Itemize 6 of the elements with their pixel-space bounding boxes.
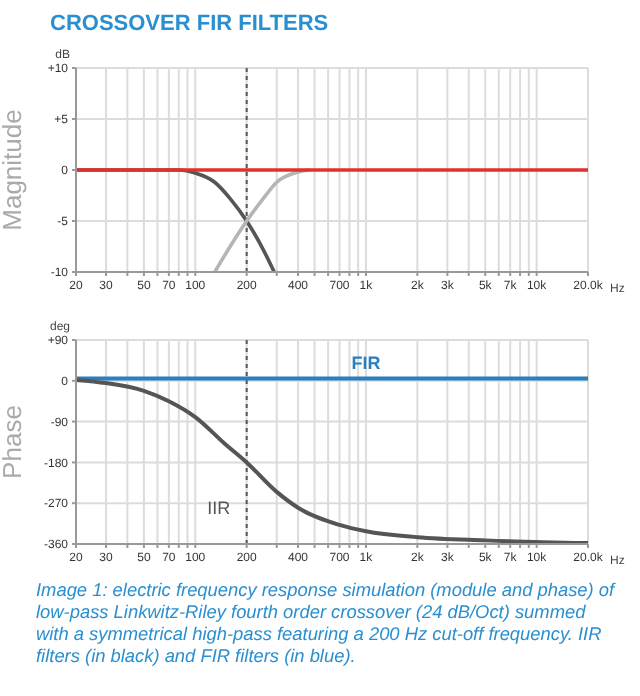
text: Image 1: electric frequency response simulation (module and phase) of low-pass Linkwitz-Riley fourth order crossover (24 dB/Oct) summed with a symmetrical high-pass featuring a 200 Hz cut-off frequency. IIR filters (in black) and FIR filters (in blue). — [36, 580, 618, 668]
y-axis-title: Magnitude — [0, 109, 28, 231]
text: IIR — [207, 498, 232, 519]
y-axis-title: Phase — [0, 405, 28, 479]
series-label: FIR — [351, 352, 382, 373]
chart-title: CROSSOVER FIR FILTERS — [50, 12, 329, 36]
